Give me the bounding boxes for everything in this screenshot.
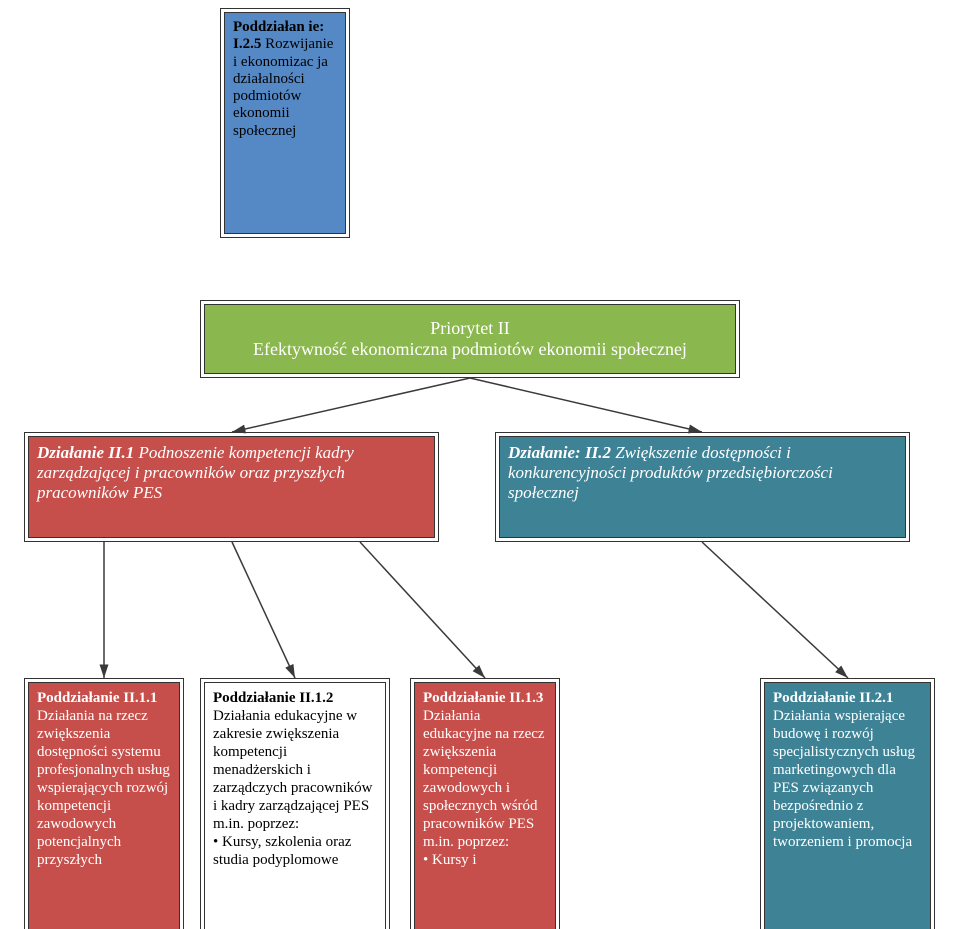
node-sub-2-inner: Poddziałanie II.1.3 Działania edukacyjne… <box>414 682 556 929</box>
sub-2-title: Poddziałanie II.1.3 <box>423 690 543 706</box>
node-action-right-inner: Działanie: II.2 Zwiększenie dostępności … <box>499 436 906 538</box>
node-sub-2: Poddziałanie II.1.3 Działania edukacyjne… <box>410 678 560 929</box>
node-sub-0-inner: Poddziałanie II.1.1 Działania na rzecz z… <box>28 682 180 929</box>
sub-3-title: Poddziałanie II.2.1 <box>773 690 893 706</box>
node-sub-1: Poddziałanie II.1.2 Działania edukacyjne… <box>200 678 390 929</box>
node-sub-1-inner: Poddziałanie II.1.2 Działania edukacyjne… <box>204 682 386 929</box>
sub-1-title: Poddziałanie II.1.2 <box>213 690 333 706</box>
action-right-title: Działanie: II.2 <box>508 443 615 462</box>
node-sub-3-inner: Poddziałanie II.2.1 Działania wspierając… <box>764 682 931 929</box>
action-left-title: Działanie II.1 <box>37 443 139 462</box>
sub-0-title: Poddziałanie II.1.1 <box>37 690 157 706</box>
node-top: Poddziałan ie: I.2.5 Rozwijanie i ekonom… <box>220 8 350 238</box>
node-sub-3: Poddziałanie II.2.1 Działania wspierając… <box>760 678 935 929</box>
node-priority: Priorytet II Efektywność ekonomiczna pod… <box>200 300 740 378</box>
priority-line2: Efektywność ekonomiczna podmiotów ekonom… <box>213 339 727 360</box>
sub-3-body: Działania wspierające budowę i rozwój sp… <box>773 708 915 850</box>
node-sub-0: Poddziałanie II.1.1 Działania na rzecz z… <box>24 678 184 929</box>
sub-0-body: Działania na rzecz zwiększenia dostępnoś… <box>37 708 170 868</box>
node-action-left-inner: Działanie II.1 Podnoszenie kompetencji k… <box>28 436 435 538</box>
node-top-inner: Poddziałan ie: I.2.5 Rozwijanie i ekonom… <box>224 12 346 234</box>
node-action-left: Działanie II.1 Podnoszenie kompetencji k… <box>24 432 439 542</box>
sub-1-body: Działania edukacyjne w zakresie zwiększe… <box>213 708 373 868</box>
node-priority-inner: Priorytet II Efektywność ekonomiczna pod… <box>204 304 736 374</box>
priority-line1: Priorytet II <box>213 318 727 339</box>
node-action-right: Działanie: II.2 Zwiększenie dostępności … <box>495 432 910 542</box>
sub-2-body: Działania edukacyjne na rzecz zwiększeni… <box>423 708 545 868</box>
